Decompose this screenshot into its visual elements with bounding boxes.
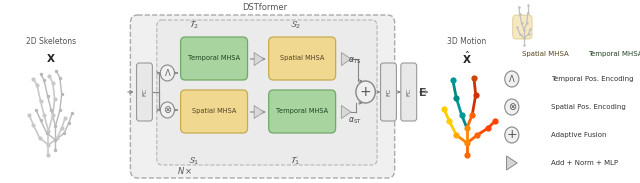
Circle shape — [505, 127, 519, 143]
Text: Add + Norm + MLP: Add + Norm + MLP — [550, 160, 618, 166]
Text: Adaptive Fusion: Adaptive Fusion — [550, 132, 606, 138]
Text: Spatial MHSA: Spatial MHSA — [522, 51, 569, 57]
FancyBboxPatch shape — [131, 15, 395, 178]
Circle shape — [356, 81, 375, 103]
Text: $\mathcal{S}_2$: $\mathcal{S}_2$ — [289, 19, 301, 31]
Text: $\mathcal{T}_1$: $\mathcal{T}_1$ — [290, 155, 300, 167]
Text: $\alpha_{\mathrm{TS}}$: $\alpha_{\mathrm{TS}}$ — [348, 56, 362, 66]
Text: $N\times$: $N\times$ — [177, 165, 193, 175]
Text: Temporal MHSA: Temporal MHSA — [276, 108, 328, 114]
FancyBboxPatch shape — [580, 15, 600, 39]
Text: Spatial Pos. Encoding: Spatial Pos. Encoding — [550, 104, 625, 110]
Text: $\mathbf{E}$: $\mathbf{E}$ — [417, 86, 426, 98]
Polygon shape — [341, 106, 351, 119]
Text: Spatial MHSA: Spatial MHSA — [192, 108, 236, 114]
Text: +: + — [506, 128, 517, 141]
FancyBboxPatch shape — [381, 63, 396, 121]
FancyBboxPatch shape — [269, 90, 335, 133]
Circle shape — [161, 102, 175, 118]
Text: 3D Motion: 3D Motion — [447, 36, 486, 46]
Polygon shape — [341, 53, 351, 66]
Text: FC: FC — [406, 88, 412, 96]
Text: DSTformer: DSTformer — [242, 3, 287, 12]
FancyBboxPatch shape — [180, 90, 248, 133]
Circle shape — [161, 65, 175, 81]
FancyBboxPatch shape — [269, 37, 335, 80]
Text: FC: FC — [386, 88, 391, 96]
Text: Temporal Pos. Encoding: Temporal Pos. Encoding — [550, 76, 633, 82]
Text: +: + — [360, 85, 371, 99]
Circle shape — [505, 71, 519, 87]
FancyBboxPatch shape — [513, 15, 532, 39]
Text: $\alpha_{\mathrm{ST}}$: $\alpha_{\mathrm{ST}}$ — [348, 116, 362, 126]
Polygon shape — [254, 106, 264, 119]
Text: $\mathcal{S}_1$: $\mathcal{S}_1$ — [188, 155, 200, 167]
Polygon shape — [254, 53, 264, 66]
Text: 2D Skeletons: 2D Skeletons — [26, 36, 76, 46]
Text: Spatial MHSA: Spatial MHSA — [280, 55, 324, 61]
Polygon shape — [506, 156, 517, 170]
Text: Λ: Λ — [164, 68, 170, 77]
Text: Temporal MHSA: Temporal MHSA — [588, 51, 640, 57]
FancyBboxPatch shape — [180, 37, 248, 80]
Text: $\mathbf{X}$: $\mathbf{X}$ — [46, 52, 56, 64]
Text: Λ: Λ — [509, 74, 515, 83]
Text: $\mathcal{T}_2$: $\mathcal{T}_2$ — [189, 19, 199, 31]
Text: ⊗: ⊗ — [508, 102, 516, 112]
FancyBboxPatch shape — [136, 63, 152, 121]
Circle shape — [505, 99, 519, 115]
Text: ⊗: ⊗ — [163, 105, 172, 115]
FancyBboxPatch shape — [157, 20, 377, 165]
Text: $\hat{\mathbf{X}}$: $\hat{\mathbf{X}}$ — [462, 50, 472, 66]
Text: Temporal MHSA: Temporal MHSA — [188, 55, 240, 61]
FancyBboxPatch shape — [401, 63, 417, 121]
Text: FC: FC — [142, 88, 147, 96]
